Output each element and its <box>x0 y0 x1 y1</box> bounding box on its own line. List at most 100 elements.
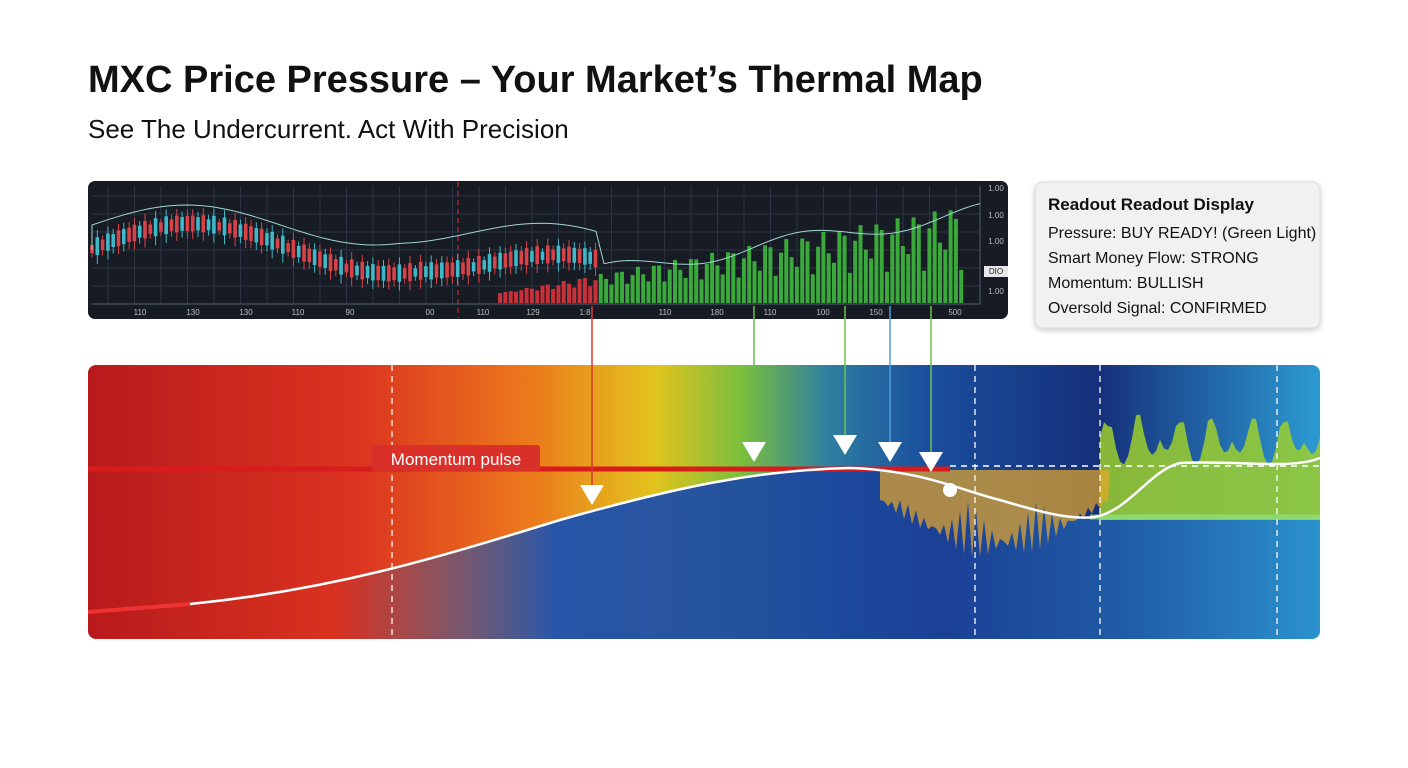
volume-bar <box>498 292 503 303</box>
candle <box>440 262 444 279</box>
candle <box>185 215 190 232</box>
candle <box>238 224 243 237</box>
volume-bar <box>837 231 842 303</box>
heatmap-noise <box>1100 414 1320 520</box>
candle <box>482 260 486 270</box>
volume-bar <box>752 261 757 303</box>
volume-bar <box>694 259 699 303</box>
volume-bar <box>959 269 964 303</box>
volume-bar <box>800 238 805 303</box>
candle <box>498 252 502 270</box>
volume-bar <box>524 287 529 303</box>
candle <box>190 215 195 232</box>
volume-bar <box>688 259 693 303</box>
volume-bar <box>879 229 884 303</box>
volume-bar <box>529 288 534 303</box>
x-tick-label: 180 <box>710 308 724 317</box>
candle <box>206 219 211 231</box>
volume-bar <box>540 285 545 303</box>
candle <box>312 249 317 265</box>
candle <box>508 251 513 267</box>
volume-bar <box>922 270 927 303</box>
volume-bar <box>747 245 752 303</box>
candle <box>302 244 306 262</box>
volume-bar <box>625 283 630 303</box>
volume-bar <box>646 281 651 303</box>
x-tick-label: 110 <box>659 308 672 317</box>
volume-bar <box>832 262 836 303</box>
candle <box>360 261 365 280</box>
heatmap-noise <box>880 470 1110 557</box>
volume-bar <box>869 258 874 303</box>
volume-bar <box>704 264 709 303</box>
volume-bar <box>545 284 550 303</box>
candle <box>259 228 264 246</box>
readout-panel <box>1034 181 1321 329</box>
candle <box>153 218 158 237</box>
candle <box>381 265 386 281</box>
volume-bar <box>763 245 768 303</box>
volume-bar <box>630 274 635 303</box>
candle <box>349 259 354 278</box>
volume-bar <box>900 246 905 303</box>
candle <box>106 233 110 251</box>
candle <box>243 223 248 240</box>
candle <box>477 255 481 274</box>
arrow-head <box>742 442 766 462</box>
volume-bar <box>741 258 746 303</box>
volume-bar <box>731 253 736 303</box>
candle <box>132 224 137 242</box>
candle <box>593 249 598 268</box>
volume-bar <box>514 291 518 303</box>
candle <box>275 238 280 249</box>
volume-bar <box>842 235 847 303</box>
x-tick-label: 00 <box>426 308 435 317</box>
candle <box>127 227 131 242</box>
candle <box>196 217 200 231</box>
candle <box>201 215 206 233</box>
volume-bar <box>890 234 895 303</box>
candle <box>567 246 571 263</box>
y-tag <box>984 266 1008 277</box>
candle <box>434 264 439 278</box>
candle <box>588 251 592 264</box>
candle <box>159 222 163 232</box>
candle <box>572 247 577 263</box>
arrow-head <box>580 485 604 505</box>
candle <box>318 251 322 267</box>
volume-bar <box>667 269 672 303</box>
x-tick-label: 130 <box>239 308 253 317</box>
candle <box>561 248 566 262</box>
volume-bar <box>906 254 911 303</box>
x-tick-label: 110 <box>764 308 777 317</box>
volume-bar <box>757 270 762 303</box>
candle <box>445 262 449 278</box>
volume-bar <box>678 269 683 303</box>
candle <box>222 217 227 236</box>
y-tick-label: DIO <box>989 267 1003 276</box>
candle <box>233 220 237 238</box>
volume-bar <box>609 284 614 303</box>
candle <box>148 224 153 234</box>
volume-bar <box>604 278 609 303</box>
candle <box>116 230 121 247</box>
candle <box>524 247 529 266</box>
candle <box>323 254 327 268</box>
volume-bar <box>805 241 810 303</box>
candle <box>392 267 396 281</box>
y-tick-label: 1.00 <box>988 184 1004 193</box>
volume-bar <box>916 224 921 303</box>
candle <box>418 261 423 280</box>
candle <box>111 234 115 247</box>
volume-bar <box>810 274 815 303</box>
candle <box>164 216 168 235</box>
volume-bar <box>577 279 582 303</box>
candle <box>556 245 561 263</box>
heatmap-shade <box>88 458 1320 639</box>
candle <box>100 239 105 251</box>
candle <box>424 266 428 277</box>
volume-bar <box>582 278 587 303</box>
y-tick-label: 1.00 <box>988 237 1004 246</box>
volume-bar <box>847 272 852 303</box>
